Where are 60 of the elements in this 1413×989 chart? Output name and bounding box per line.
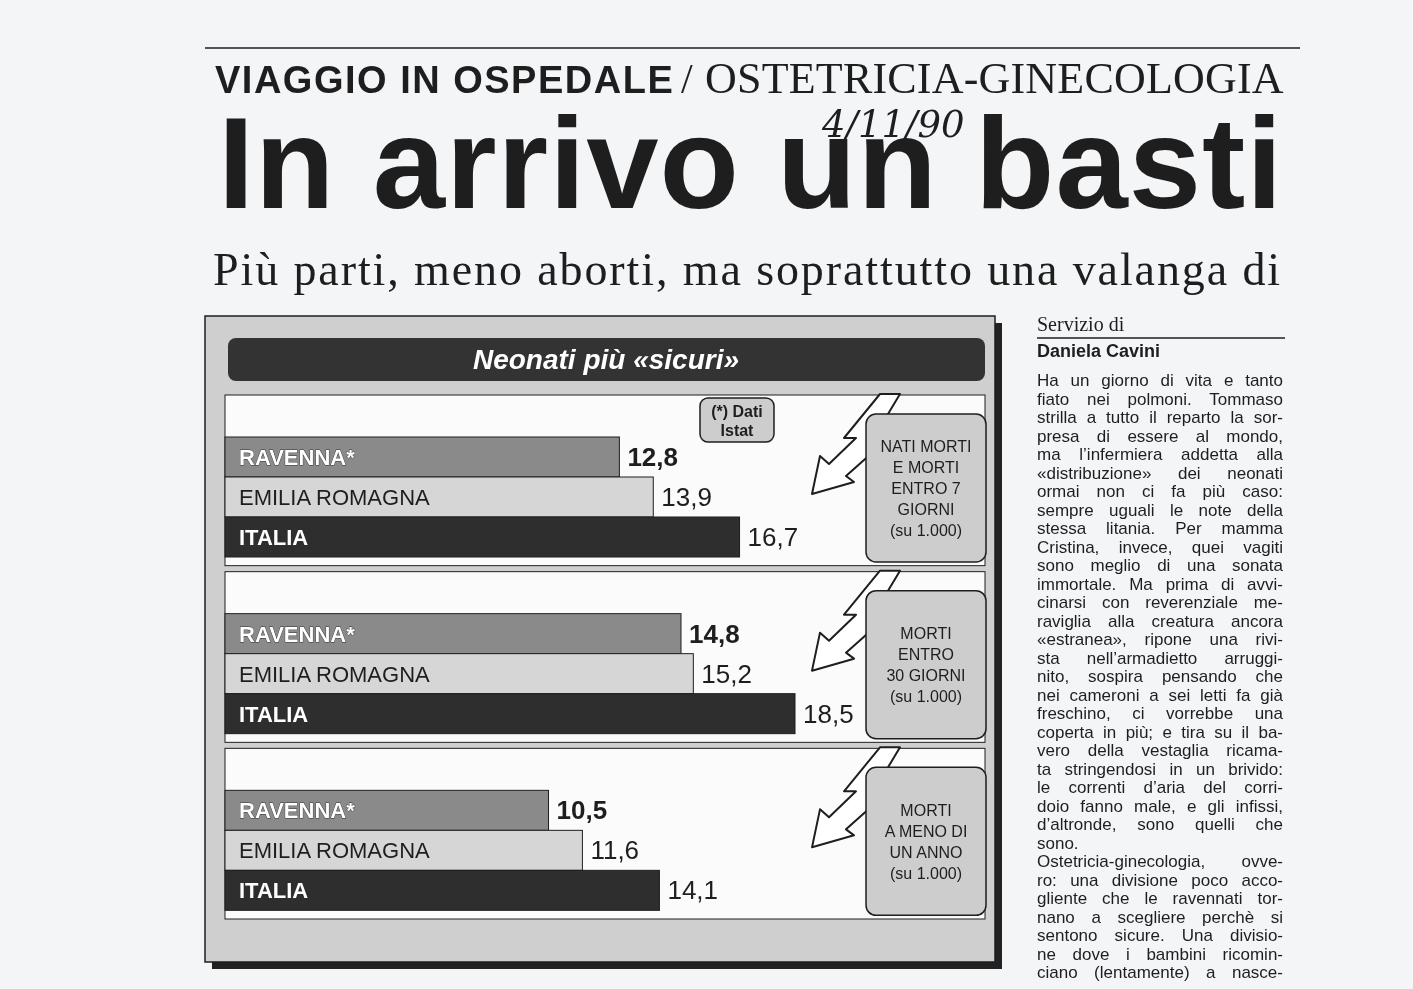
text: ne dove i bambini ricomin-	[1037, 944, 1283, 964]
text: RAVENNA*	[239, 798, 355, 824]
text: EMILIA ROMAGNA	[239, 838, 430, 864]
text: Ha un giorno di vita e tanto	[1037, 371, 1283, 390]
text: nito, sospira pensando che	[1037, 667, 1283, 686]
text: strilla a tutto il reparto la sor-	[1037, 408, 1283, 427]
text: ma l’infermiera addetta alla	[1037, 445, 1284, 464]
text: sta nell’armadietto arruggi-	[1037, 648, 1283, 668]
text: sono.	[1037, 833, 1079, 853]
text: ta stringendosi in un brivido:	[1037, 759, 1283, 779]
text: Servizio di	[1037, 313, 1125, 335]
text: EMILIA ROMAGNA	[239, 661, 430, 687]
y-tick-label: MORTI ENTRO 30 GIORNI (su 1.000)	[886, 625, 966, 706]
data-label: 13,9	[661, 482, 712, 512]
text: le correnti d’aria del corri-	[1037, 778, 1283, 797]
text: coperta in più; e tira su il ba-	[1037, 722, 1283, 742]
text: fiato nei polmoni. Tommaso	[1037, 389, 1283, 409]
text: d’altronde, sono quelli che	[1037, 815, 1283, 834]
text: doio fanno male, e gli infissi,	[1037, 796, 1283, 816]
series-label: ITALIA	[239, 525, 309, 550]
text: sentono sicure. Una divisio-	[1037, 926, 1283, 945]
annotation: (*) Dati Istat	[711, 402, 763, 439]
data-label: 16,7	[747, 522, 799, 552]
data-label: 15,2	[701, 658, 752, 689]
text: ITALIA	[239, 701, 309, 727]
text: gliente che le ravennati tor-	[1037, 889, 1283, 908]
data-label: 14,1	[667, 875, 719, 906]
text: Più parti, meno aborti, ma soprattutto una valanga di	[213, 244, 1283, 295]
text: «distribuzione» dei neonati	[1037, 463, 1283, 483]
data-label: 10,5	[556, 795, 608, 826]
text: /	[681, 56, 693, 102]
text: ormai non ci fa più caso:	[1037, 482, 1283, 501]
text: stessa litania. Per mamma	[1037, 519, 1284, 538]
text: sono meglio di una sonata	[1037, 556, 1284, 575]
text: Daniela Cavini	[1037, 341, 1161, 361]
text: freschino, ci vorrebbe una	[1037, 704, 1284, 723]
data-label: 11,6	[590, 835, 640, 866]
text: ITALIA	[239, 878, 309, 904]
data-label: 14,8	[689, 618, 740, 649]
text: Ostetricia-ginecologia, ovve-	[1037, 852, 1283, 871]
text: raviglia alla creatura ancora	[1037, 611, 1284, 631]
data-label: 12,8	[627, 442, 678, 472]
text: ro: una divisione poco acco-	[1037, 870, 1283, 890]
series-label: EMILIA ROMAGNA	[239, 485, 431, 510]
series-label: RAVENNA*	[239, 445, 356, 470]
y-tick-label: NATI MORTI E MORTI ENTRO 7 GIORNI (su 1.000)	[880, 438, 972, 539]
text: ciano (lentamente) a nasce-	[1037, 963, 1283, 982]
text: immortale. Ma prima di avvi-	[1037, 574, 1283, 594]
y-tick-label: MORTI A MENO DI UN ANNO (su 1.000)	[884, 801, 968, 882]
text: sempre uguali le note della	[1037, 500, 1284, 520]
text: nano a scegliere perchè si	[1037, 907, 1283, 927]
data-label: 18,5	[803, 698, 854, 729]
text: nei cameroni a sei letti fa già	[1037, 685, 1284, 705]
text: Cristina, invece, quei vagiti	[1037, 537, 1283, 557]
text: «estranea», ripone una rivi-	[1037, 630, 1283, 649]
chart-title: Neonati più «sicuri»	[472, 344, 740, 375]
text: vero della vestaglia ricama-	[1037, 741, 1283, 760]
text: RAVENNA*	[239, 621, 355, 647]
text: cinarsi con reverenziale me-	[1037, 593, 1283, 612]
text: presa di essere al mondo,	[1037, 426, 1283, 446]
